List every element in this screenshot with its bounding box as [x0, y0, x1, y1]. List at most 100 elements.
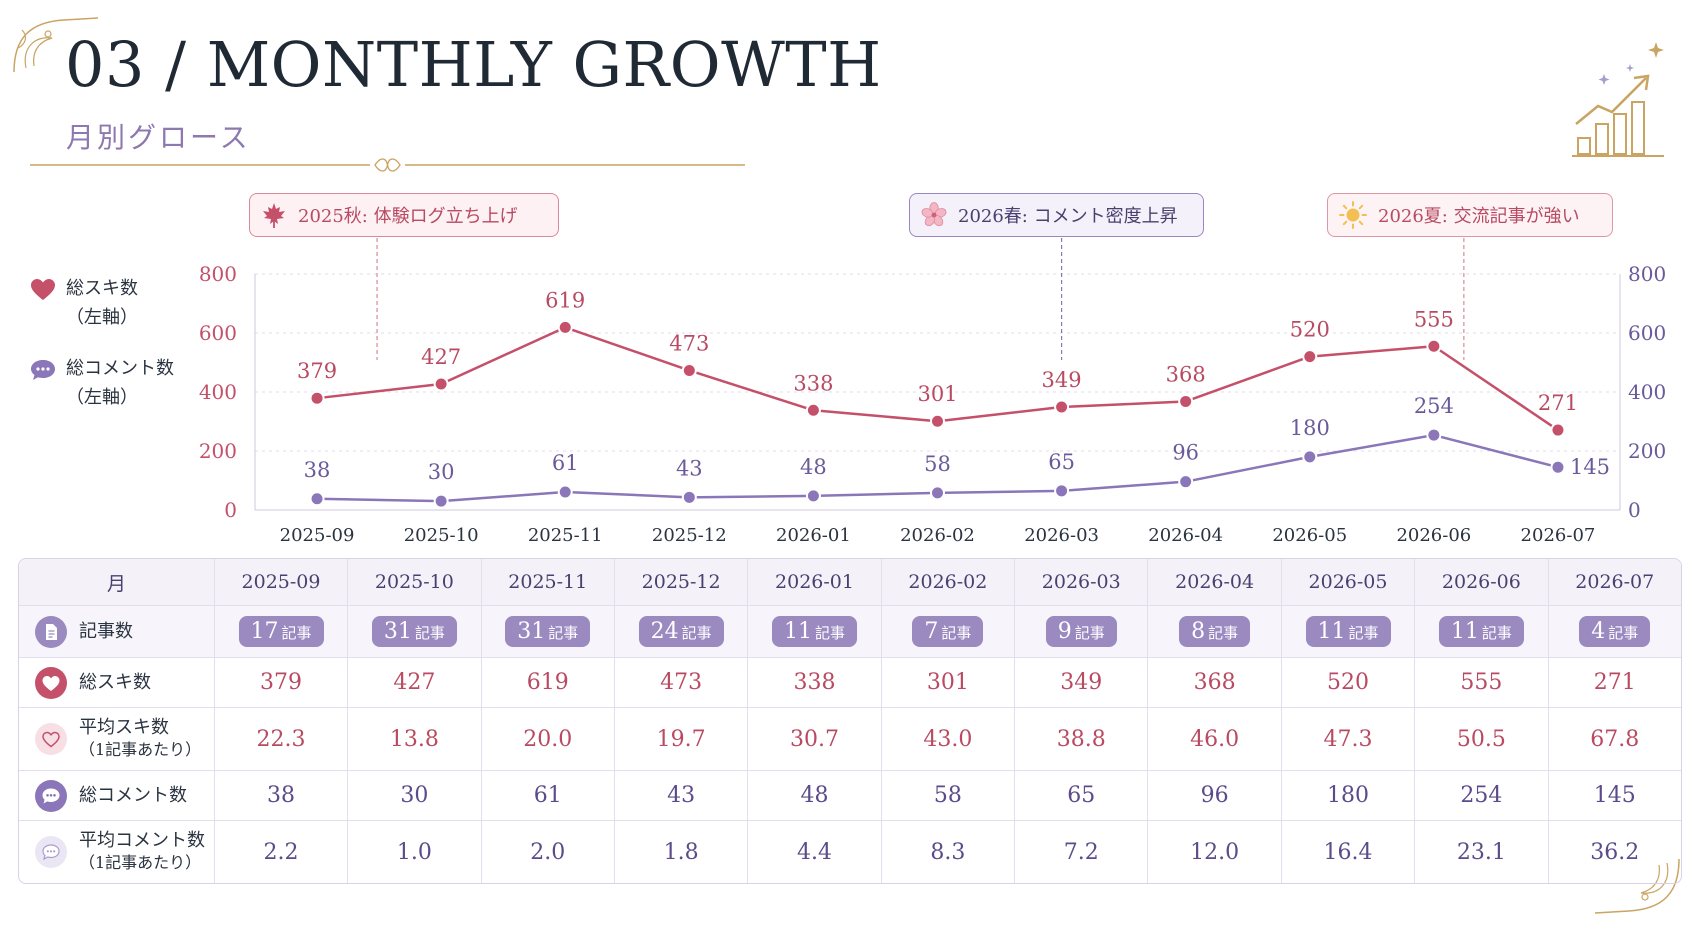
x-tick-label: 2025-11 — [528, 525, 603, 546]
x-tick-label: 2025-10 — [404, 525, 479, 546]
callout-summer: 2026夏: 交流記事が強い — [1327, 193, 1613, 237]
articles-cell: 11 記事 — [1414, 606, 1547, 657]
legend-comments-axis: （左軸） — [66, 387, 138, 408]
data-label: 61 — [552, 451, 579, 475]
avg-likes-cell: 38.8 — [1014, 708, 1147, 770]
article-count-badge: 31 記事 — [505, 616, 591, 647]
data-point — [930, 413, 945, 429]
y-tick-label: 400 — [199, 380, 237, 404]
article-count: 7 — [924, 619, 939, 644]
data-label: 30 — [428, 460, 455, 484]
table-row-likes: 総スキ数 379 427 619 473 338 301 349 368 520 555 271 — [19, 657, 1681, 707]
x-tick-label: 2026-02 — [900, 525, 975, 546]
callout-autumn-text: 2025秋: 体験ログ立ち上げ — [298, 206, 518, 227]
corner-ornament-icon — [13, 17, 99, 73]
data-label: 38 — [304, 458, 331, 482]
data-point — [1426, 338, 1442, 354]
avg-comments-cell: 2.0 — [480, 821, 614, 883]
data-point — [681, 489, 697, 505]
y-tick-label: 600 — [199, 321, 237, 345]
data-point — [309, 491, 325, 507]
data-point — [557, 319, 573, 335]
data-point — [557, 484, 573, 500]
comment-bubble-icon — [31, 360, 55, 380]
month-header-cell: 2025-11 — [480, 559, 614, 605]
articles-cell: 8 記事 — [1147, 606, 1280, 657]
article-unit: 記事 — [281, 624, 312, 642]
comments-cell: 38 — [213, 771, 347, 820]
data-label: 520 — [1290, 318, 1330, 342]
avg-likes-cell: 47.3 — [1280, 708, 1414, 770]
data-point — [1054, 399, 1070, 415]
y-tick-label: 200 — [199, 439, 237, 463]
article-count: 8 — [1191, 619, 1206, 644]
avg-comments-cell: 4.4 — [747, 821, 880, 883]
avg-comments-cell: 1.8 — [613, 821, 747, 883]
article-count: 11 — [1450, 619, 1479, 644]
avg-likes-cell: 19.7 — [613, 708, 747, 770]
x-tick-label: 2025-09 — [280, 525, 355, 546]
comments-cell: 61 — [480, 771, 614, 820]
row-label-avg-comments-text: 平均コメント数 — [79, 830, 205, 851]
article-count-badge: 24 記事 — [638, 616, 724, 647]
x-tick-label: 2026-04 — [1148, 525, 1223, 546]
data-label: 379 — [297, 359, 337, 383]
avg-likes-cell: 20.0 — [480, 708, 614, 770]
month-header-cell: 2026-02 — [880, 559, 1014, 605]
comments-cell: 48 — [747, 771, 880, 820]
callout-autumn: 2025秋: 体験ログ立ち上げ — [249, 193, 559, 237]
article-count: 4 — [1591, 619, 1606, 644]
comments-cell: 65 — [1014, 771, 1147, 820]
y2-tick-label: 200 — [1628, 439, 1666, 463]
document-icon — [35, 615, 67, 648]
month-header-cell: 2026-05 — [1280, 559, 1414, 605]
data-point — [805, 488, 821, 504]
row-label-comments: 総コメント数 — [19, 771, 214, 820]
likes-cell: 271 — [1547, 658, 1681, 707]
avg-comments-cell: 23.1 — [1414, 821, 1547, 883]
row-label-likes: 総スキ数 — [19, 658, 214, 707]
avg-likes-cell: 43.0 — [880, 708, 1014, 770]
comment-bubble-icon — [35, 779, 67, 812]
x-tick-label: 2026-05 — [1272, 525, 1347, 546]
data-label: 145 — [1570, 455, 1610, 479]
article-count: 31 — [517, 619, 546, 644]
data-label: 65 — [1048, 450, 1075, 474]
comment-outline-icon — [35, 836, 67, 868]
month-header-cell: 2026-01 — [747, 559, 880, 605]
article-count-badge: 17 記事 — [238, 616, 324, 647]
x-tick-label: 2026-01 — [776, 525, 851, 546]
month-header-cell: 2025-12 — [613, 559, 747, 605]
avg-comments-cell: 16.4 — [1280, 821, 1414, 883]
article-count: 11 — [1317, 619, 1346, 644]
data-point — [1302, 349, 1318, 365]
avg-comments-cell: 36.2 — [1547, 821, 1681, 883]
data-point — [433, 493, 449, 509]
x-tick-label: 2026-06 — [1396, 525, 1471, 546]
data-label: 43 — [676, 456, 703, 480]
likes-cell: 301 — [880, 658, 1014, 707]
article-unit: 記事 — [1208, 624, 1239, 642]
articles-cell: 4 記事 — [1547, 606, 1681, 657]
article-count-badge: 4 記事 — [1579, 616, 1651, 647]
avg-likes-cell: 50.5 — [1414, 708, 1547, 770]
legend-item-comments: 総コメント数 （左軸） — [30, 354, 174, 412]
table-row-comments: 総コメント数 38 30 61 43 48 58 65 96 180 254 145 — [19, 770, 1681, 820]
avg-likes-cell: 67.8 — [1547, 708, 1681, 770]
month-header-cell: 2026-03 — [1014, 559, 1147, 605]
month-header-cell: 2025-09 — [213, 559, 347, 605]
data-point — [1550, 422, 1566, 438]
avg-likes-cell: 46.0 — [1147, 708, 1280, 770]
row-label-articles-text: 記事数 — [79, 620, 133, 642]
article-unit: 記事 — [1481, 624, 1512, 642]
page-title: 03 / MONTHLY GROWTH — [65, 28, 882, 101]
likes-cell: 520 — [1280, 658, 1414, 707]
data-label: 427 — [421, 345, 461, 369]
comments-cell: 30 — [347, 771, 480, 820]
heart-outline-icon — [35, 723, 67, 755]
article-count: 11 — [784, 619, 812, 644]
article-count-badge: 11 記事 — [772, 616, 858, 647]
data-point — [1178, 393, 1194, 409]
data-point — [805, 402, 821, 418]
data-point — [309, 390, 325, 406]
